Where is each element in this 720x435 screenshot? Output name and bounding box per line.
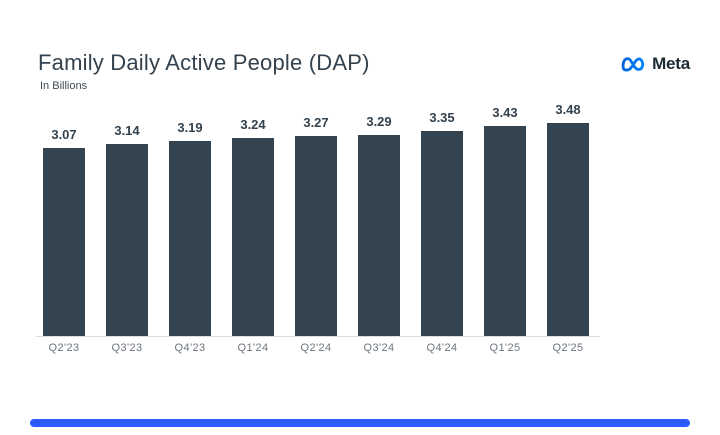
- x-axis-tick-labels: Q2'23 Q3'23 Q4'23 Q1'24 Q2'24 Q3'24 Q4'24 Q1'25…: [43, 336, 589, 354]
- bar: [421, 131, 463, 336]
- bar: [484, 126, 526, 336]
- bar: [232, 138, 274, 336]
- bar-value-label: 3.43: [492, 105, 518, 120]
- chart-units-label: In Billions: [40, 80, 88, 92]
- bar: [169, 141, 211, 336]
- bar-value-label: 3.24: [240, 117, 266, 132]
- x-axis-line: [36, 336, 600, 337]
- x-tick-label: Q4'23: [174, 342, 206, 354]
- bar: [547, 123, 589, 336]
- x-tick-label: Q3'24: [363, 342, 395, 354]
- bar-group: 3.35: [421, 110, 463, 336]
- bar-chart: 3.07 3.14 3.19 3.24 3.27 3.29 3.35 3.43 3.48 Q2'…: [36, 96, 600, 354]
- meta-logo: Meta: [621, 54, 690, 74]
- bar-value-label: 3.29: [366, 114, 392, 129]
- x-tick-label: Q2'25: [552, 342, 584, 354]
- bar-group: 3.27: [295, 115, 337, 336]
- bar-value-label: 3.35: [429, 110, 455, 125]
- bar: [358, 135, 400, 336]
- bar-group: 3.43: [484, 105, 526, 336]
- bar: [295, 136, 337, 336]
- bar-group: 3.48: [547, 102, 589, 336]
- x-tick-label: Q2'24: [300, 342, 332, 354]
- bar-value-label: 3.07: [51, 127, 77, 142]
- meta-infinity-icon: [621, 55, 648, 73]
- bar-value-label: 3.14: [114, 123, 140, 138]
- bar-value-label: 3.19: [177, 120, 203, 135]
- bar-group: 3.29: [358, 114, 400, 336]
- page-title: Family Daily Active People (DAP): [38, 50, 370, 75]
- bar-value-label: 3.27: [303, 115, 329, 130]
- bar-group: 3.07: [43, 127, 85, 336]
- meta-logo-text: Meta: [652, 54, 690, 73]
- x-tick-label: Q3'23: [111, 342, 143, 354]
- slideshow-progress-bar: [30, 419, 690, 427]
- bar: [106, 144, 148, 336]
- bars-container: 3.07 3.14 3.19 3.24 3.27 3.29 3.35 3.43 3.48: [43, 96, 589, 336]
- bar-group: 3.14: [106, 123, 148, 336]
- bar-value-label: 3.48: [555, 102, 581, 117]
- x-tick-label: Q1'25: [489, 342, 521, 354]
- bar-group: 3.19: [169, 120, 211, 336]
- x-tick-label: Q4'24: [426, 342, 458, 354]
- x-tick-label: Q2'23: [48, 342, 80, 354]
- bar: [43, 148, 85, 336]
- bar-group: 3.24: [232, 117, 274, 336]
- x-tick-label: Q1'24: [237, 342, 269, 354]
